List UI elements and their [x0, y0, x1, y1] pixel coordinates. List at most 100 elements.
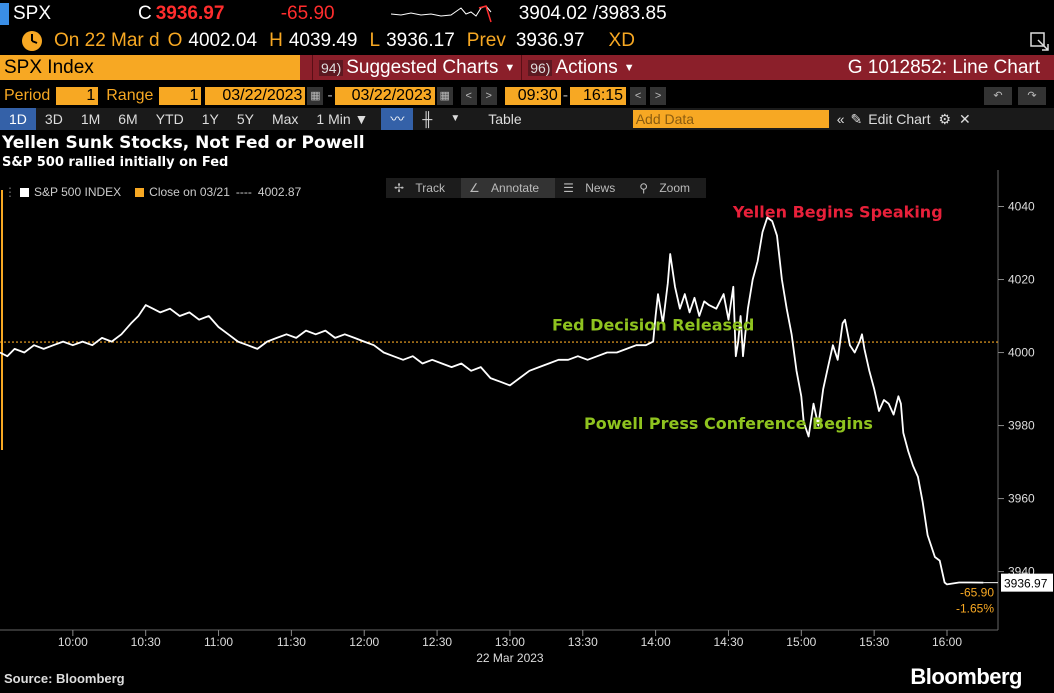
- tab-1d[interactable]: 1D: [0, 108, 36, 130]
- period-label: Period: [4, 87, 51, 104]
- annotation-2[interactable]: Powell Press Conference Begins: [584, 414, 873, 433]
- collapse-icon[interactable]: «: [836, 111, 845, 127]
- last-change-pct-label: -1.65%: [956, 602, 994, 616]
- caret-icon: ▼: [504, 61, 516, 74]
- end-time-field[interactable]: 16:15: [570, 87, 627, 105]
- prev-value: 3936.97: [515, 30, 585, 51]
- clock-icon[interactable]: [18, 29, 46, 53]
- x-axis-label: 22 Mar 2023: [476, 651, 544, 665]
- last-value-box: [1001, 573, 1053, 592]
- news-tool[interactable]: ☰ News: [555, 178, 631, 198]
- bloomberg-logo: Bloomberg: [910, 664, 1022, 689]
- chart-tools: ✢ Track ∠ Annotate ☰ News ⚲ Zoom: [386, 178, 707, 198]
- tab-3d[interactable]: 3D: [44, 111, 63, 127]
- period-field[interactable]: 1: [56, 87, 99, 105]
- tab-5y[interactable]: 5Y: [236, 111, 254, 127]
- y-tick-label: 4020: [1008, 273, 1035, 287]
- zoom-label: Zoom: [659, 181, 691, 195]
- bar-chart-icon[interactable]: ╫: [422, 111, 433, 127]
- date-label: On 22 Mar d: [54, 30, 160, 51]
- tab-6m[interactable]: 6M: [118, 111, 138, 127]
- actions-menu[interactable]: 96) Actions ▼: [521, 55, 640, 80]
- annotate-tool[interactable]: ∠ Annotate: [460, 178, 556, 198]
- news-label: News: [585, 181, 616, 195]
- interval-select[interactable]: 1 Min ▼: [316, 111, 369, 127]
- last-change-label: -65.90: [960, 586, 994, 600]
- track-tool[interactable]: ✢ Track: [386, 178, 461, 198]
- ohlc-line: On 22 Mar d O 4002.04 H 4039.49 L 3936.1…: [0, 28, 1054, 54]
- range-field[interactable]: 1: [159, 87, 202, 105]
- x-tick-label: 15:00: [786, 635, 816, 649]
- next-arrow-icon[interactable]: >: [650, 87, 667, 105]
- prev-arrow-icon[interactable]: <: [460, 87, 477, 105]
- x-tick-label: 14:30: [713, 635, 743, 649]
- series-line-sp500[interactable]: [0, 216, 984, 586]
- date-separator: -: [327, 87, 333, 104]
- chart-subtitle: S&P 500 rallied initially on Fed: [2, 155, 229, 170]
- x-tick-label: 12:00: [349, 635, 379, 649]
- open-value: 4002.04: [188, 30, 258, 51]
- range-label: Range: [106, 87, 154, 104]
- low-value: 3936.17: [386, 30, 455, 51]
- redo-icon[interactable]: ↷: [1018, 87, 1046, 105]
- x-tick-label: 16:00: [932, 635, 962, 649]
- low-label: L: [369, 30, 381, 51]
- add-data-input[interactable]: Add Data: [632, 110, 829, 128]
- quote-line: SPX C 3936.97 -65.90 3904.02 /3983.85: [0, 0, 1054, 28]
- suggested-charts-menu[interactable]: 94) Suggested Charts ▼: [312, 55, 521, 80]
- ticker: SPX: [13, 3, 52, 24]
- annotation-3[interactable]: Yellen Begins Speaking: [732, 202, 943, 221]
- y-tick-label: 3960: [1008, 492, 1035, 506]
- settings-icon[interactable]: ⚙: [938, 111, 952, 127]
- table-button[interactable]: Table: [488, 111, 522, 127]
- legend-swatch-orange: [135, 187, 145, 197]
- x-tick-label: 14:00: [641, 635, 671, 649]
- legend-swatch-white: [20, 187, 29, 197]
- y-tick-label: 3980: [1008, 419, 1035, 433]
- expand-icon[interactable]: [1028, 30, 1050, 52]
- open-label: O: [167, 30, 183, 51]
- source-note: Source: Bloomberg: [4, 671, 125, 686]
- prev-label: Prev: [466, 30, 506, 51]
- next-arrow-icon[interactable]: >: [480, 87, 497, 105]
- legend-handle-icon[interactable]: ⋮: [4, 185, 16, 199]
- security-field[interactable]: SPX Index: [0, 55, 300, 80]
- pencil-icon[interactable]: ✎: [850, 111, 863, 127]
- time-separator: -: [562, 87, 569, 104]
- last-label: C: [138, 3, 152, 24]
- calendar-icon[interactable]: ▦: [436, 87, 453, 105]
- annotation-1[interactable]: Fed Decision Released: [552, 316, 754, 335]
- edit-chart-button[interactable]: Edit Chart: [868, 111, 931, 127]
- chart-type-caret-icon[interactable]: ▼: [450, 113, 461, 124]
- calendar-icon[interactable]: ▦: [307, 87, 324, 105]
- security-bar: SPX Index 94) Suggested Charts ▼ 96) Act…: [0, 55, 1054, 80]
- chart-id: G 1012852: Line Chart: [847, 56, 1040, 78]
- x-tick-label: 15:30: [859, 635, 889, 649]
- caret-icon: ▼: [623, 61, 635, 74]
- high-value: 4039.49: [288, 30, 358, 51]
- line-chart-icon[interactable]: 〰: [381, 108, 414, 130]
- actions-label: Actions: [555, 56, 618, 78]
- track-label: Track: [415, 181, 445, 195]
- last-value-label: 3936.97: [1004, 577, 1048, 591]
- start-date-field[interactable]: 03/22/2023: [205, 87, 306, 105]
- start-time-field[interactable]: 09:30: [504, 87, 561, 105]
- end-date-field[interactable]: 03/22/2023: [334, 87, 435, 105]
- undo-icon[interactable]: ↶: [984, 87, 1012, 105]
- security-color-tag: [0, 3, 9, 25]
- close-icon[interactable]: ✕: [959, 111, 971, 127]
- last-price: 3936.97: [155, 3, 225, 24]
- chart-title: Yellen Sunk Stocks, Not Fed or Powell: [2, 133, 365, 153]
- x-tick-label: 12:30: [422, 635, 452, 649]
- tab-ytd[interactable]: YTD: [155, 111, 184, 127]
- net-change: -65.90: [280, 3, 335, 24]
- suggested-badge: 94): [319, 59, 344, 76]
- zoom-tool[interactable]: ⚲ Zoom: [631, 178, 706, 198]
- prev-arrow-icon[interactable]: <: [630, 87, 647, 105]
- tab-1y[interactable]: 1Y: [201, 111, 219, 127]
- x-tick-label: 11:30: [277, 635, 306, 649]
- y-tick-label: 4040: [1008, 200, 1035, 214]
- tab-1m[interactable]: 1M: [80, 111, 101, 127]
- tab-max[interactable]: Max: [271, 111, 299, 127]
